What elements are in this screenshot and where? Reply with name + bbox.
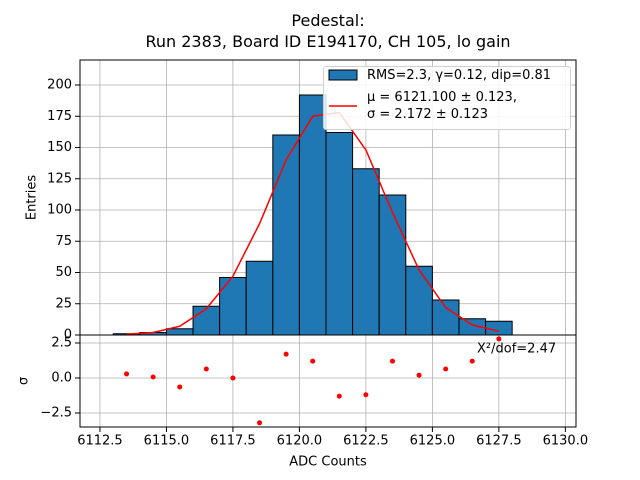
- y-tick-label: 50: [55, 265, 72, 280]
- point: [230, 375, 236, 381]
- y-tick-label: 2.5: [51, 335, 72, 350]
- point: [363, 392, 369, 398]
- bar: [485, 320, 513, 336]
- point: [336, 393, 342, 399]
- point: [496, 336, 502, 342]
- point: [203, 366, 209, 372]
- axes-frame: [79, 334, 577, 428]
- x-tick-label: 6112.5: [77, 434, 123, 449]
- x-tick-label: 6122.5: [343, 434, 389, 449]
- y-tick-label: 100: [47, 203, 72, 218]
- y-tick-label: 200: [47, 78, 72, 93]
- legend-label: μ = 6121.100 ± 0.123, σ = 2.172 ± 0.123: [367, 90, 517, 122]
- y-axis-label: Entries: [25, 175, 40, 221]
- legend: RMS=2.3, γ=0.12, dip=0.81 μ = 6121.100 ±…: [323, 66, 571, 130]
- point: [150, 374, 156, 380]
- x-tick-label: 6115.0: [144, 434, 190, 449]
- y-tick-label: 0.0: [51, 370, 72, 385]
- bar: [298, 94, 327, 336]
- x-tick-label: 6117.5: [210, 434, 256, 449]
- x-tick-label: 6125.0: [410, 434, 456, 449]
- x-tick-label: 6127.5: [476, 434, 522, 449]
- bar: [325, 132, 354, 336]
- point: [124, 371, 130, 377]
- point: [443, 366, 449, 372]
- point: [469, 358, 475, 364]
- y-tick-label: 125: [47, 171, 72, 186]
- point: [310, 358, 316, 364]
- y-tick-label: 0: [64, 328, 72, 343]
- point: [389, 358, 395, 364]
- point: [283, 351, 289, 357]
- legend-patch: [328, 69, 358, 81]
- bar: [245, 260, 274, 336]
- bar: [192, 305, 221, 336]
- bar: [165, 328, 194, 336]
- legend-label: RMS=2.3, γ=0.12, dip=0.81: [367, 68, 552, 83]
- y-tick-label: −2.5: [40, 405, 72, 420]
- bar: [352, 168, 380, 336]
- y-axis-label: σ: [17, 377, 32, 385]
- y-tick-label: 75: [55, 234, 72, 249]
- point: [257, 420, 263, 426]
- x-tick-label: 6120.0: [277, 434, 323, 449]
- legend-keys: [328, 69, 358, 107]
- bar: [431, 299, 460, 336]
- annotation: X²/dof=2.47: [477, 342, 556, 357]
- y-tick-label: 150: [47, 140, 72, 155]
- chart-title: Pedestal: Run 2383, Board ID E194170, CH…: [145, 11, 511, 51]
- x-tick-label: 6130.0: [543, 434, 589, 449]
- point: [177, 384, 183, 390]
- bar: [272, 134, 300, 336]
- fit-line: [126, 111, 500, 335]
- point: [416, 372, 422, 378]
- y-tick-label: 25: [55, 296, 72, 311]
- y-tick-label: 175: [47, 109, 72, 124]
- bar: [378, 194, 407, 336]
- bar: [219, 277, 247, 336]
- x-axis-label: ADC Counts: [289, 455, 367, 470]
- bar: [405, 265, 433, 336]
